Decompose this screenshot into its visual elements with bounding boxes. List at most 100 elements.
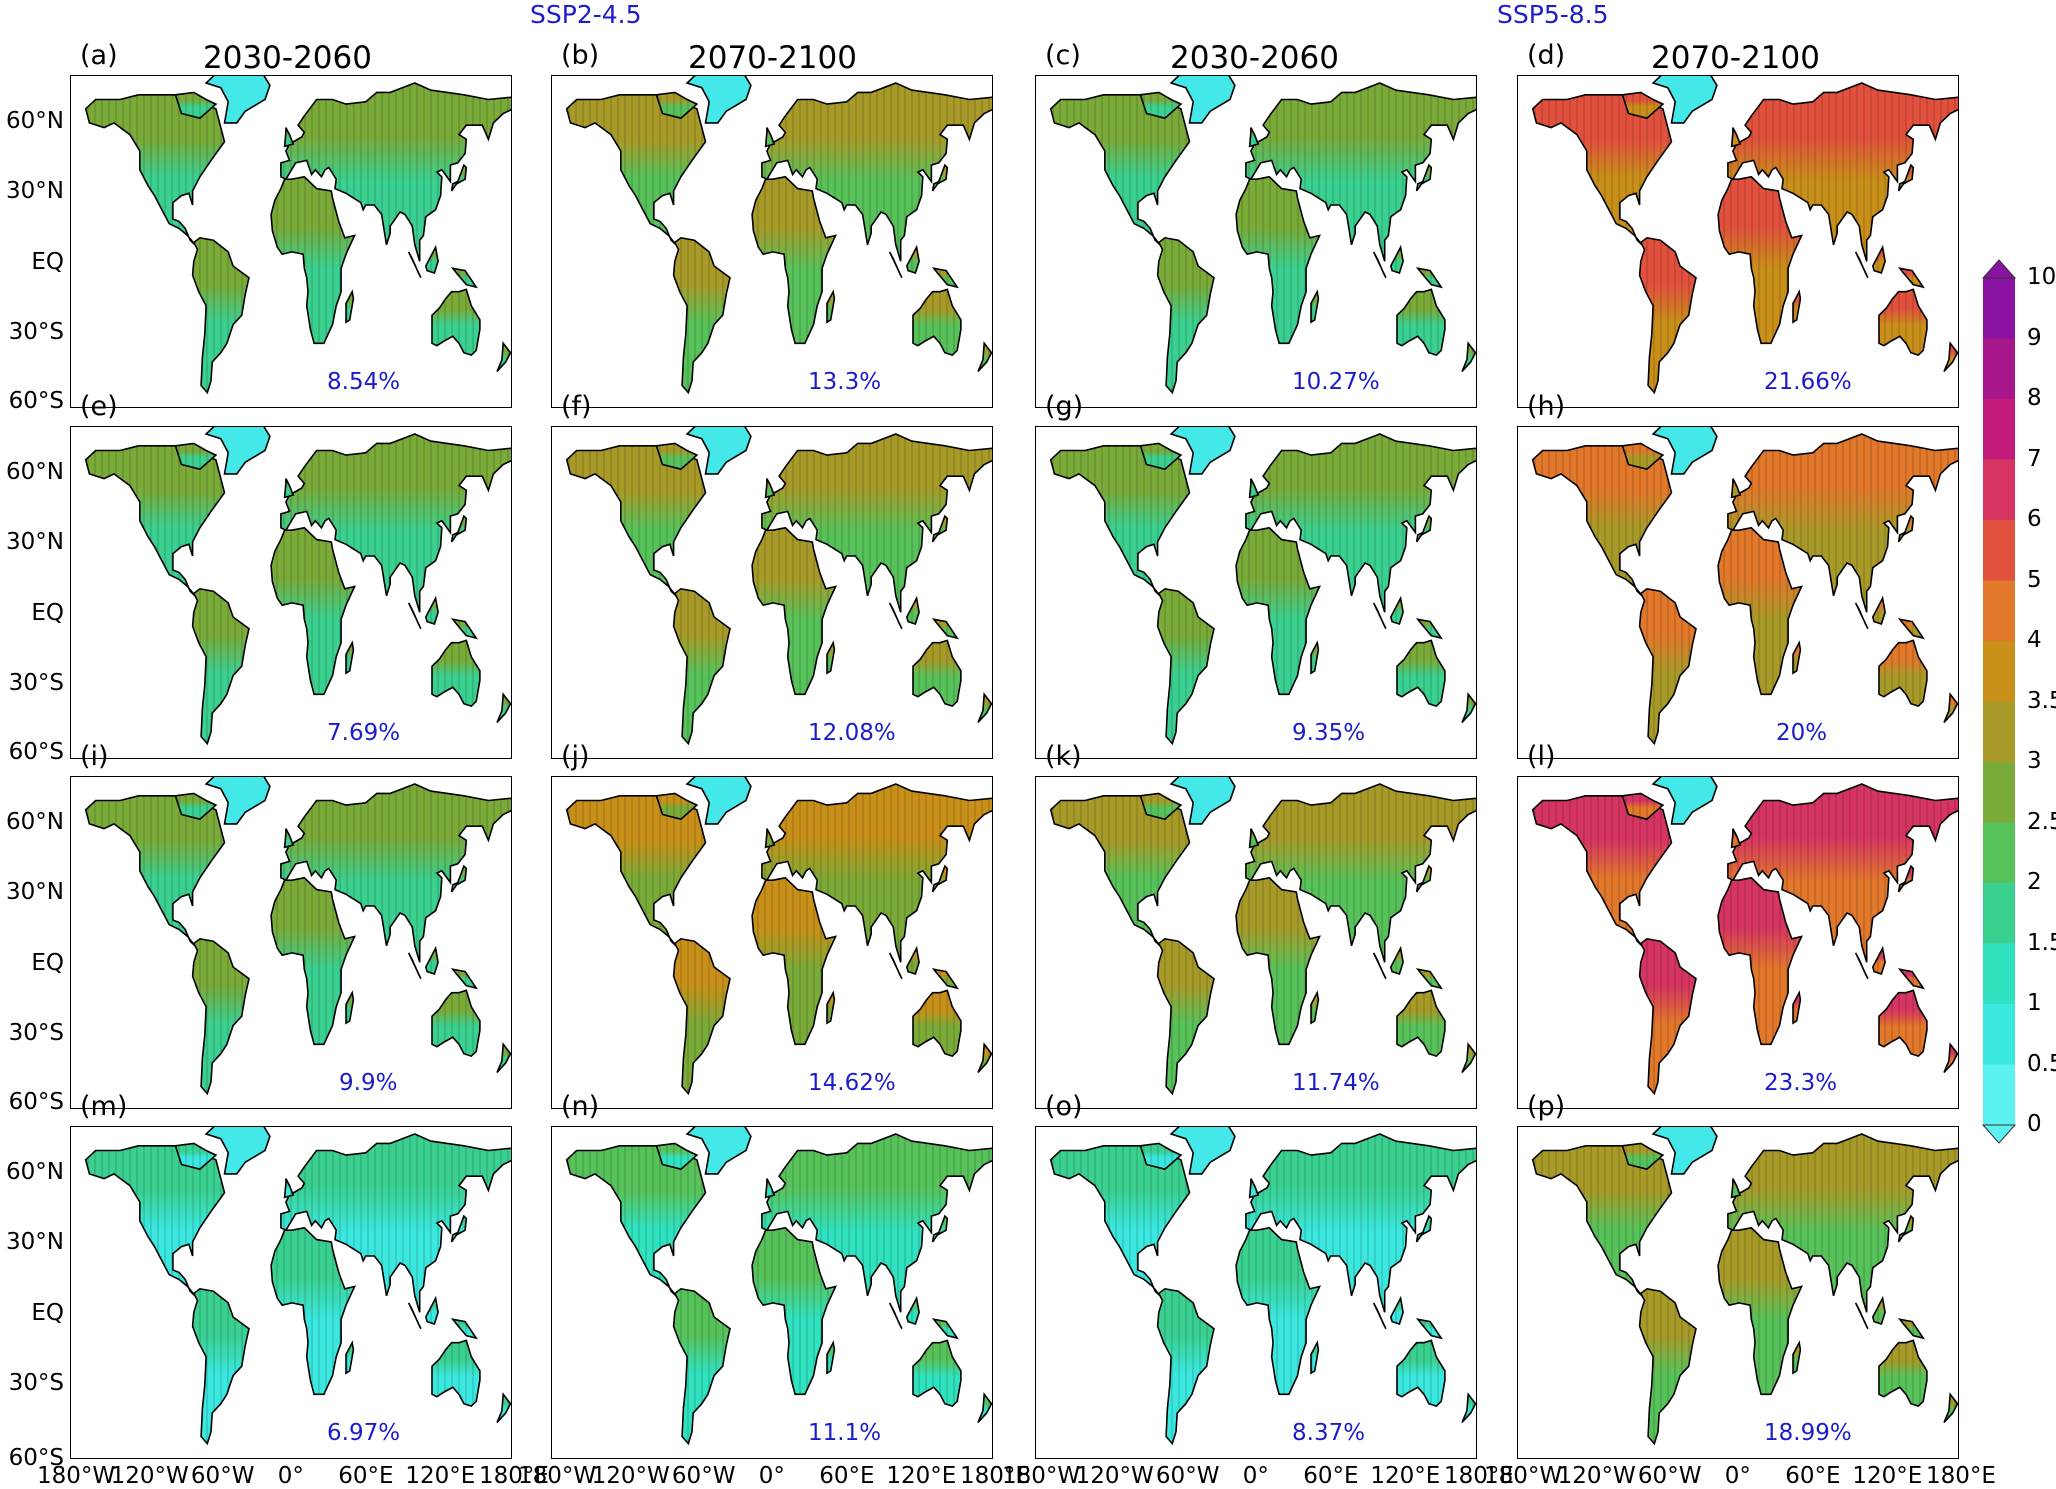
significance-hatching [765,478,775,498]
area-percentage: 9.9% [339,1070,398,1096]
longitude-tick: 180°W [1484,1463,1563,1489]
significance-hatching [1622,92,1663,119]
significance-hatching [566,795,706,946]
panel-label: (e) [80,391,118,422]
significance-hatching [1050,445,1190,596]
colorbar-segment [1983,943,2015,1004]
significance-hatching [1727,83,1958,262]
panel-label: (o) [1045,1091,1083,1122]
significance-hatching [1236,1227,1320,1395]
significance-hatching [1731,127,1741,147]
significance-hatching [1140,1143,1181,1170]
longitude-tick: 60°E [338,1463,394,1489]
significance-hatching [1245,434,1476,613]
latitude-tick: 30°S [8,669,64,696]
significance-hatching [761,784,992,963]
significance-hatching [1462,694,1476,723]
significance-hatching [1793,642,1801,674]
significance-hatching [432,990,480,1057]
significance-hatching [978,694,992,723]
scenario-title-ssp5: SSP5-8.5 [1497,0,1609,29]
landmass [685,427,752,475]
significance-hatching [432,1340,480,1407]
significance-hatching [906,948,920,974]
significance-hatching [1390,247,1404,273]
significance-hatching [1157,237,1214,393]
significance-hatching [85,94,225,245]
map-panel: 14.62% [551,776,993,1109]
significance-hatching [284,478,294,498]
colorbar-segment [1983,1004,2015,1065]
landmass [1651,1127,1718,1175]
colorbar-tick: 0 [2027,1111,2042,1137]
significance-hatching [1417,969,1442,989]
significance-hatching [497,694,511,723]
colorbar-graphic [1981,259,2017,1144]
world-map [1049,777,1476,1096]
significance-hatching [1793,1342,1801,1374]
significance-hatching [1879,289,1927,356]
longitude-tick: 120°W [591,1463,670,1489]
latitude-tick: 30°S [8,318,64,345]
significance-hatching [1731,478,1741,498]
significance-hatching [1727,434,1958,613]
latitude-tick: 30°S [8,1369,64,1396]
significance-hatching [765,1178,775,1198]
significance-hatching [761,83,992,262]
significance-hatching [1727,1134,1958,1313]
area-percentage: 11.74% [1292,1070,1380,1096]
longitude-tick: 120°W [110,1463,189,1489]
panel-label: (k) [1045,741,1082,772]
significance-hatching [1397,990,1445,1057]
colorbar-min-arrow [1981,1124,2017,1144]
significance-hatching [1050,795,1190,946]
significance-hatching [827,1342,835,1374]
longitude-tick: 120°E [405,1463,476,1489]
area-percentage: 12.08% [808,720,896,746]
area-percentage: 23.3% [1764,1070,1838,1096]
significance-hatching [1236,527,1320,695]
significance-hatching [1872,598,1886,624]
map-panel: 20% [1517,426,1959,759]
significance-hatching [192,237,249,393]
area-percentage: 7.69% [327,720,401,746]
significance-hatching [978,1394,992,1423]
significance-hatching [1899,619,1924,639]
significance-hatching [827,992,835,1024]
world-map [565,777,992,1096]
latitude-tick: 30°N [6,1229,64,1256]
significance-hatching [1050,94,1190,245]
significance-hatching [497,1044,511,1073]
significance-hatching [271,527,355,695]
significance-hatching [497,1394,511,1423]
longitude-tick: 60°E [819,1463,875,1489]
significance-hatching [408,952,421,979]
significance-hatching [1639,938,1696,1094]
significance-hatching [1397,640,1445,707]
significance-hatching [192,588,249,744]
significance-hatching [752,1227,836,1395]
significance-hatching [827,291,835,323]
significance-hatching [1944,694,1958,723]
significance-hatching [1944,1044,1958,1073]
significance-hatching [765,828,775,848]
significance-hatching [175,793,216,820]
significance-hatching [1416,1216,1432,1242]
area-percentage: 18.99% [1764,1420,1852,1446]
period-title-col1: 2030-2060 [203,40,372,76]
significance-hatching [192,938,249,1094]
significance-hatching [432,289,480,356]
significance-hatching [933,969,958,989]
longitude-tick: 180°E [1926,1463,1996,1489]
significance-hatching [673,237,730,393]
significance-hatching [1718,1227,1802,1395]
world-map [1531,427,1958,746]
significance-hatching [1249,478,1259,498]
world-map [1531,777,1958,1096]
significance-hatching [1245,784,1476,963]
significance-hatching [271,877,355,1045]
longitude-tick: 180°W [1002,1463,1081,1489]
colorbar-segment [1983,641,2015,702]
significance-hatching [1050,1145,1190,1296]
significance-hatching [932,516,948,542]
